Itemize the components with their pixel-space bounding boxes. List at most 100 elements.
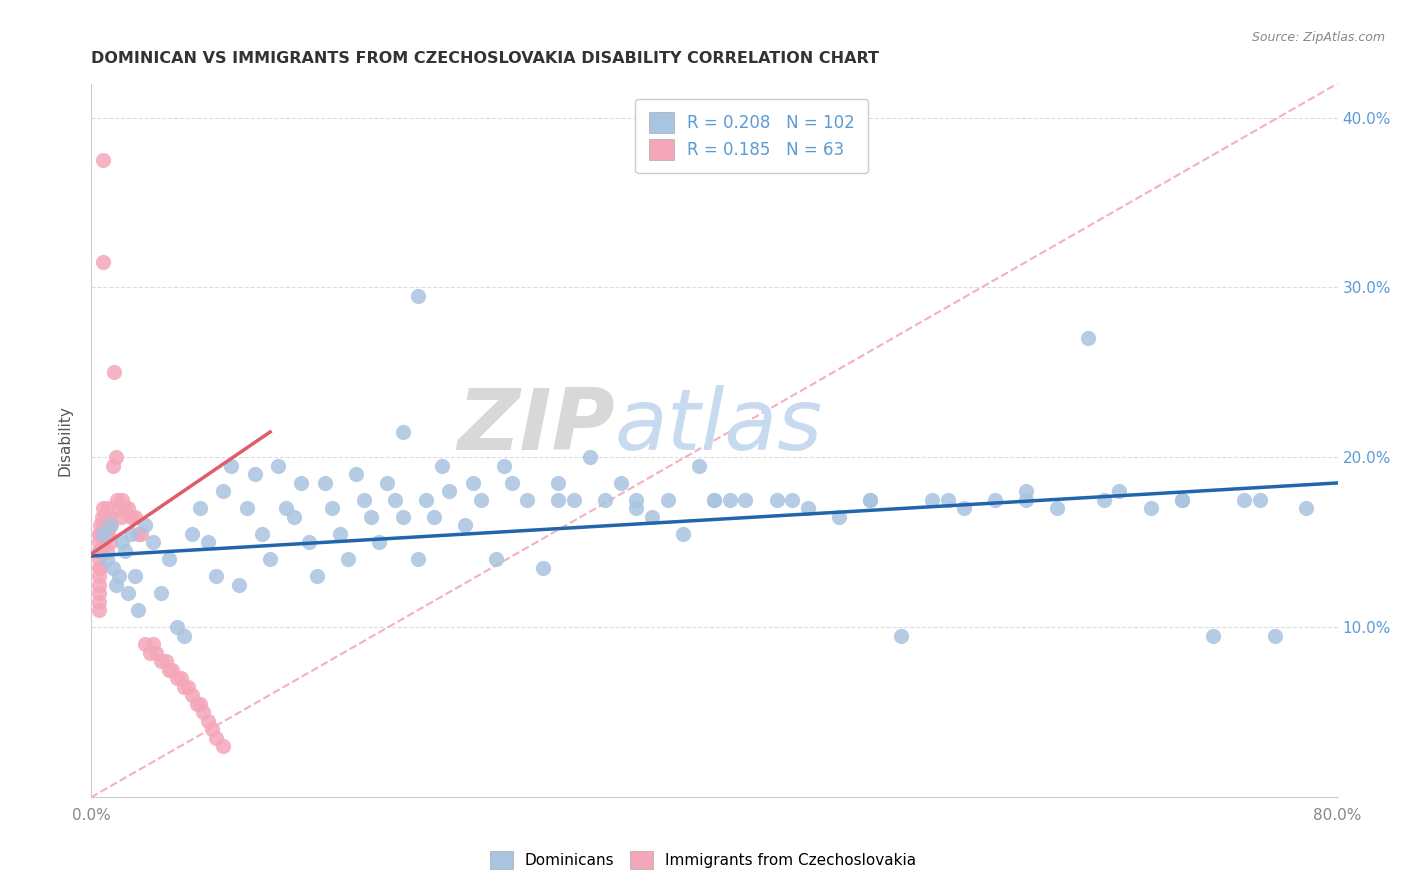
Point bbox=[157, 663, 180, 677]
Point bbox=[344, 467, 367, 482]
Point bbox=[150, 586, 173, 600]
Point bbox=[406, 552, 429, 566]
Point bbox=[547, 475, 569, 490]
Point bbox=[87, 595, 110, 609]
Point bbox=[160, 663, 183, 677]
Point bbox=[188, 501, 211, 516]
Point bbox=[641, 510, 664, 524]
Point bbox=[578, 450, 600, 465]
Point bbox=[176, 680, 198, 694]
Point bbox=[181, 527, 204, 541]
Point bbox=[1171, 492, 1194, 507]
Point bbox=[314, 475, 336, 490]
Point bbox=[516, 492, 538, 507]
Point bbox=[98, 510, 121, 524]
Point bbox=[173, 629, 195, 643]
Point bbox=[267, 458, 290, 473]
Point bbox=[274, 501, 297, 516]
Point bbox=[157, 552, 180, 566]
Point bbox=[1171, 492, 1194, 507]
Point bbox=[337, 552, 360, 566]
Point bbox=[1077, 331, 1099, 345]
Point bbox=[94, 527, 117, 541]
Point bbox=[430, 458, 453, 473]
Point bbox=[93, 501, 115, 516]
Point bbox=[547, 492, 569, 507]
Point bbox=[984, 492, 1007, 507]
Point bbox=[672, 527, 695, 541]
Point bbox=[1108, 484, 1130, 499]
Point bbox=[626, 492, 648, 507]
Point bbox=[531, 561, 554, 575]
Point bbox=[461, 475, 484, 490]
Point bbox=[90, 527, 112, 541]
Point bbox=[243, 467, 266, 482]
Point bbox=[290, 475, 312, 490]
Point bbox=[87, 603, 110, 617]
Point bbox=[485, 552, 508, 566]
Point bbox=[1139, 501, 1161, 516]
Point bbox=[186, 697, 208, 711]
Point bbox=[219, 458, 242, 473]
Point bbox=[120, 510, 142, 524]
Point bbox=[562, 492, 585, 507]
Point bbox=[87, 527, 110, 541]
Point bbox=[98, 518, 121, 533]
Y-axis label: Disability: Disability bbox=[58, 405, 72, 475]
Point bbox=[423, 510, 446, 524]
Point bbox=[87, 535, 110, 549]
Point bbox=[93, 527, 115, 541]
Point bbox=[170, 672, 193, 686]
Point bbox=[181, 689, 204, 703]
Point bbox=[593, 492, 616, 507]
Point bbox=[391, 510, 413, 524]
Point bbox=[101, 561, 124, 575]
Point bbox=[173, 680, 195, 694]
Text: Source: ZipAtlas.com: Source: ZipAtlas.com bbox=[1251, 31, 1385, 45]
Point bbox=[103, 366, 125, 380]
Point bbox=[305, 569, 328, 583]
Point bbox=[936, 492, 959, 507]
Point bbox=[98, 535, 121, 549]
Point bbox=[155, 654, 177, 668]
Point bbox=[952, 501, 974, 516]
Point bbox=[765, 492, 787, 507]
Point bbox=[100, 518, 122, 533]
Point bbox=[139, 646, 162, 660]
Point bbox=[127, 603, 149, 617]
Point bbox=[921, 492, 943, 507]
Legend: R = 0.208   N = 102, R = 0.185   N = 63: R = 0.208 N = 102, R = 0.185 N = 63 bbox=[636, 99, 868, 173]
Point bbox=[150, 654, 173, 668]
Legend: Dominicans, Immigrants from Czechoslovakia: Dominicans, Immigrants from Czechoslovak… bbox=[484, 845, 922, 875]
Point bbox=[87, 544, 110, 558]
Point bbox=[117, 501, 139, 516]
Point bbox=[124, 569, 146, 583]
Point bbox=[406, 289, 429, 303]
Point bbox=[89, 527, 111, 541]
Point bbox=[90, 544, 112, 558]
Point bbox=[828, 510, 851, 524]
Point bbox=[703, 492, 725, 507]
Point bbox=[439, 484, 461, 499]
Point bbox=[470, 492, 492, 507]
Point bbox=[188, 697, 211, 711]
Point bbox=[780, 492, 803, 507]
Point bbox=[108, 569, 131, 583]
Point bbox=[501, 475, 523, 490]
Point bbox=[197, 714, 219, 728]
Point bbox=[87, 586, 110, 600]
Point bbox=[96, 518, 118, 533]
Point bbox=[93, 255, 115, 269]
Point bbox=[114, 501, 136, 516]
Point bbox=[89, 544, 111, 558]
Point bbox=[120, 527, 142, 541]
Point bbox=[93, 518, 115, 533]
Point bbox=[259, 552, 281, 566]
Point bbox=[228, 578, 250, 592]
Point bbox=[142, 535, 165, 549]
Point bbox=[1092, 492, 1115, 507]
Point bbox=[384, 492, 406, 507]
Point bbox=[1249, 492, 1271, 507]
Point bbox=[97, 527, 120, 541]
Point bbox=[1015, 492, 1038, 507]
